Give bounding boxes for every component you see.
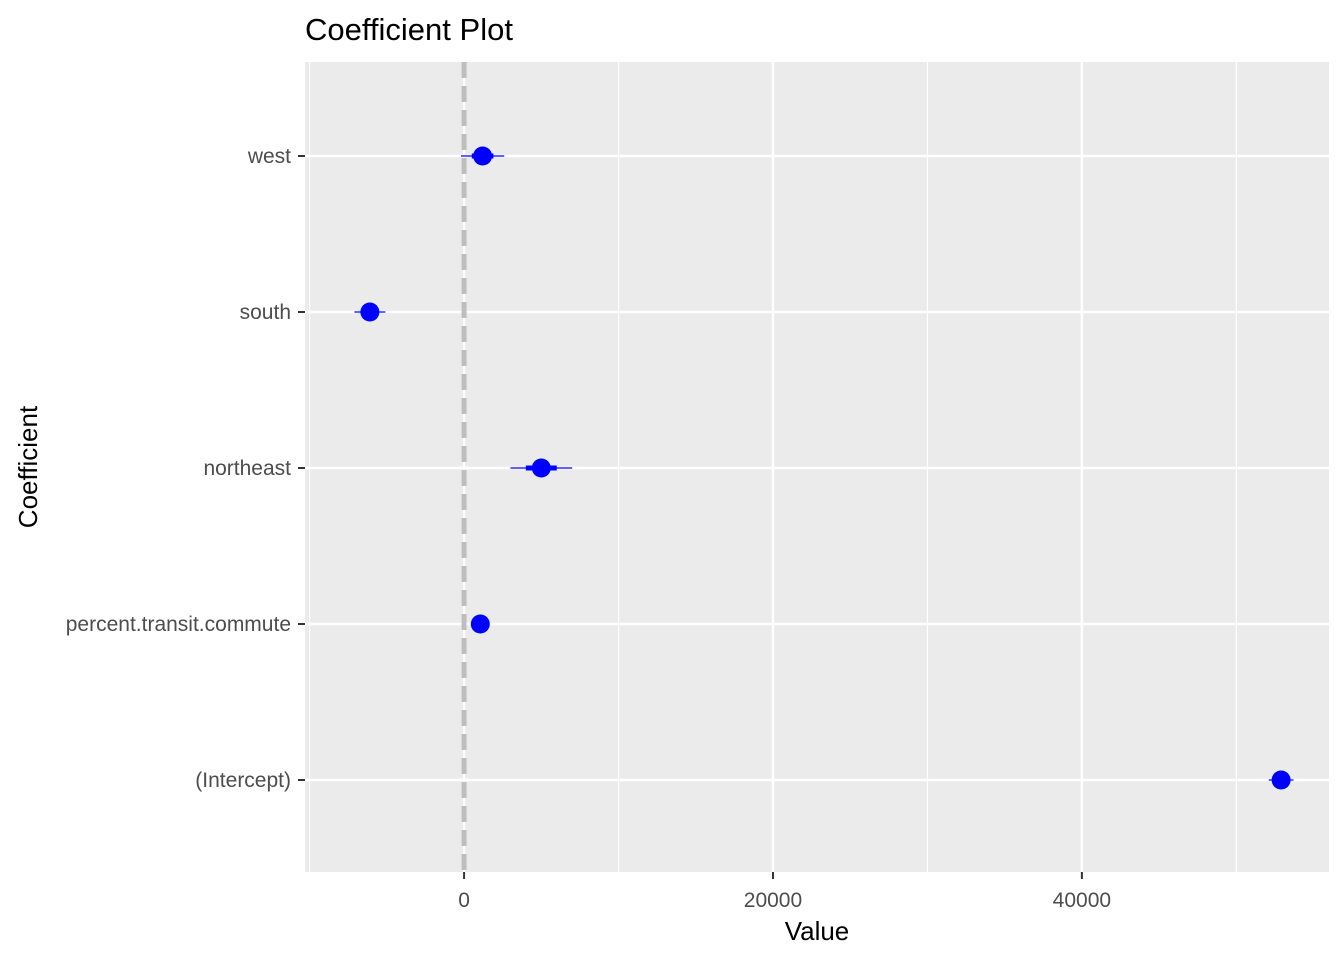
chart-title: Coefficient Plot (305, 12, 513, 47)
x-tick-label: 20000 (744, 889, 802, 912)
x-axis: 0 20000 40000 (458, 872, 1111, 912)
coefficient-point (470, 614, 490, 634)
coefficient-point (1271, 770, 1291, 790)
x-tick-label: 0 (458, 889, 470, 912)
y-tick-label: percent.transit.commute (66, 613, 291, 636)
y-tick-label: (Intercept) (195, 769, 291, 792)
coefficient-point (360, 302, 380, 322)
x-axis-title: Value (785, 916, 850, 946)
coefficient-point (531, 458, 551, 478)
y-tick-label: northeast (203, 457, 291, 480)
y-tick-label: west (247, 145, 291, 168)
coefficient-point (473, 146, 493, 166)
data-marks (354, 146, 1294, 790)
y-axis: (Intercept) percent.transit.commute northe… (66, 145, 305, 792)
y-tick-label: south (240, 301, 291, 324)
x-tick-label: 40000 (1053, 889, 1111, 912)
y-axis-title: Coefficient (13, 405, 43, 528)
